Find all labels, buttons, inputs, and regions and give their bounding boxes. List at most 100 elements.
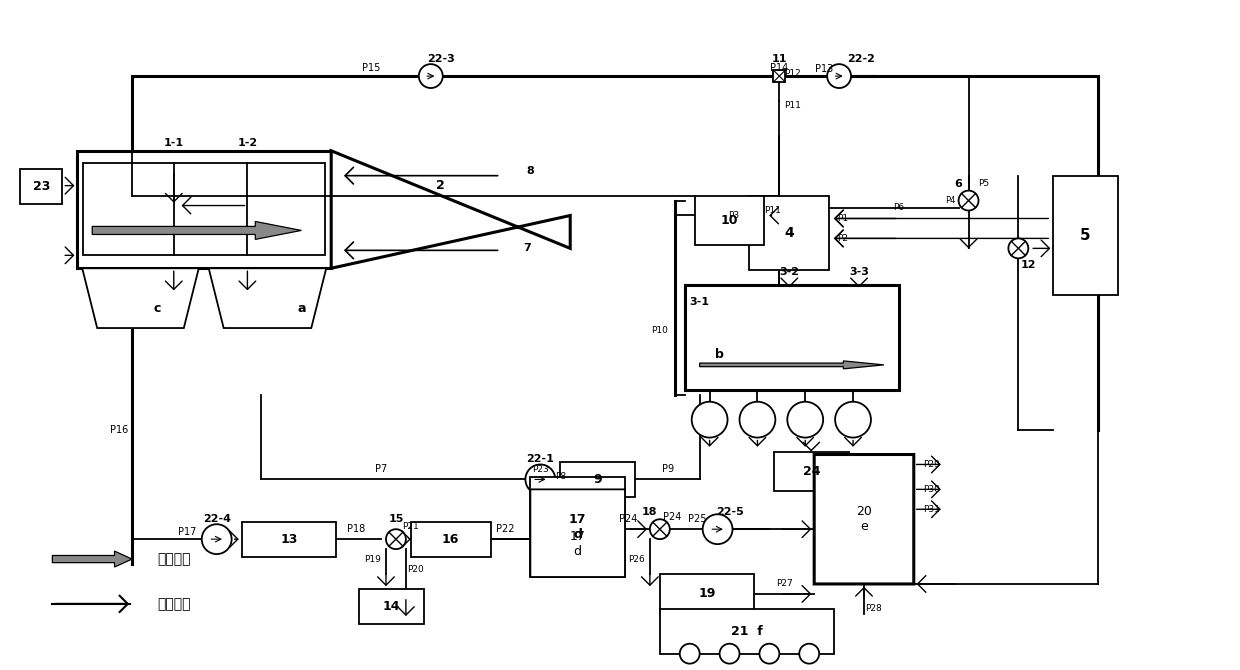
Circle shape bbox=[650, 519, 670, 539]
Text: P4: P4 bbox=[945, 196, 956, 205]
Polygon shape bbox=[52, 551, 131, 567]
Circle shape bbox=[386, 529, 405, 549]
Text: 1-2: 1-2 bbox=[237, 138, 258, 148]
Text: 22-4: 22-4 bbox=[202, 515, 231, 524]
Text: P10: P10 bbox=[651, 326, 668, 334]
Text: 19: 19 bbox=[698, 588, 715, 600]
Text: P2: P2 bbox=[837, 234, 848, 243]
Bar bbox=[83, 163, 325, 255]
Bar bbox=[694, 196, 764, 245]
Text: 17
d: 17 d bbox=[569, 530, 585, 558]
Text: P23: P23 bbox=[532, 465, 549, 474]
Bar bbox=[410, 522, 491, 557]
Text: 气体流向: 气体流向 bbox=[157, 597, 191, 611]
Text: P5: P5 bbox=[978, 179, 990, 188]
Text: 3-1: 3-1 bbox=[689, 297, 709, 307]
Circle shape bbox=[526, 464, 556, 494]
Circle shape bbox=[739, 402, 775, 438]
Text: P22: P22 bbox=[496, 524, 515, 534]
Text: P24: P24 bbox=[619, 515, 637, 524]
Circle shape bbox=[419, 64, 443, 88]
Text: 12: 12 bbox=[1021, 260, 1037, 270]
Text: P19: P19 bbox=[365, 555, 382, 563]
Circle shape bbox=[680, 644, 699, 663]
Text: P7: P7 bbox=[374, 464, 387, 474]
Text: 21  f: 21 f bbox=[732, 624, 763, 638]
Text: P29: P29 bbox=[923, 460, 940, 469]
Text: a: a bbox=[298, 302, 305, 315]
Bar bbox=[77, 151, 331, 268]
Circle shape bbox=[959, 190, 978, 210]
Text: 14: 14 bbox=[383, 600, 401, 613]
Text: P31: P31 bbox=[923, 505, 940, 514]
Text: c: c bbox=[154, 302, 161, 315]
Bar bbox=[560, 462, 635, 497]
Bar bbox=[660, 574, 754, 614]
Polygon shape bbox=[699, 361, 884, 369]
Text: 22-3: 22-3 bbox=[427, 54, 455, 64]
Text: P12: P12 bbox=[784, 68, 801, 78]
Text: 5: 5 bbox=[1080, 228, 1091, 243]
Text: 7: 7 bbox=[523, 243, 531, 253]
Bar bbox=[21, 169, 62, 204]
Polygon shape bbox=[331, 151, 570, 268]
Bar bbox=[360, 589, 424, 624]
Text: 15: 15 bbox=[388, 515, 404, 524]
Text: P28: P28 bbox=[866, 604, 883, 613]
FancyBboxPatch shape bbox=[531, 489, 625, 577]
Text: 23: 23 bbox=[32, 180, 50, 192]
Polygon shape bbox=[92, 222, 301, 239]
Text: 3-3: 3-3 bbox=[849, 267, 869, 277]
Text: 6: 6 bbox=[955, 179, 962, 189]
Text: P26: P26 bbox=[629, 555, 645, 563]
Text: P15: P15 bbox=[362, 63, 381, 73]
Circle shape bbox=[1008, 239, 1028, 259]
Text: 13: 13 bbox=[280, 533, 298, 546]
Bar bbox=[774, 70, 785, 82]
Text: P3: P3 bbox=[728, 211, 739, 220]
Text: P18: P18 bbox=[347, 524, 366, 534]
Bar bbox=[1053, 176, 1118, 295]
Bar bbox=[531, 478, 625, 577]
FancyBboxPatch shape bbox=[815, 454, 914, 584]
Bar bbox=[660, 609, 835, 654]
Bar bbox=[774, 452, 849, 491]
Text: P16: P16 bbox=[110, 425, 128, 435]
Text: P11: P11 bbox=[764, 206, 781, 215]
Text: 物料流向: 物料流向 bbox=[157, 552, 191, 566]
Text: P25: P25 bbox=[688, 515, 707, 524]
Bar bbox=[684, 285, 899, 390]
Circle shape bbox=[827, 64, 851, 88]
Text: P13: P13 bbox=[815, 64, 833, 74]
Text: 17
d: 17 d bbox=[569, 513, 587, 541]
Text: 9: 9 bbox=[593, 474, 601, 486]
Text: P24: P24 bbox=[662, 513, 681, 522]
Text: 11: 11 bbox=[771, 54, 787, 64]
Text: P8: P8 bbox=[554, 472, 565, 481]
Text: 22-2: 22-2 bbox=[847, 54, 875, 64]
Text: 4: 4 bbox=[785, 226, 794, 240]
Text: P1: P1 bbox=[837, 214, 848, 223]
Text: P30: P30 bbox=[923, 485, 940, 494]
Polygon shape bbox=[208, 268, 326, 328]
Bar bbox=[749, 196, 830, 270]
Text: 18: 18 bbox=[642, 507, 657, 517]
Circle shape bbox=[692, 402, 728, 438]
Text: P21: P21 bbox=[403, 522, 419, 531]
Text: P14: P14 bbox=[770, 63, 789, 73]
Circle shape bbox=[759, 644, 779, 663]
Text: 3-2: 3-2 bbox=[779, 267, 800, 277]
Circle shape bbox=[835, 402, 870, 438]
Circle shape bbox=[703, 515, 733, 544]
Circle shape bbox=[719, 644, 739, 663]
Text: P27: P27 bbox=[776, 580, 792, 588]
Text: 22-5: 22-5 bbox=[715, 507, 744, 517]
Text: 16: 16 bbox=[441, 533, 459, 546]
Bar bbox=[242, 522, 336, 557]
Text: 2: 2 bbox=[436, 179, 445, 192]
Text: 8: 8 bbox=[527, 165, 534, 176]
Text: 24: 24 bbox=[804, 465, 821, 478]
Text: 22-1: 22-1 bbox=[527, 454, 554, 464]
Text: 10: 10 bbox=[720, 214, 738, 227]
Text: 1-1: 1-1 bbox=[164, 138, 184, 148]
